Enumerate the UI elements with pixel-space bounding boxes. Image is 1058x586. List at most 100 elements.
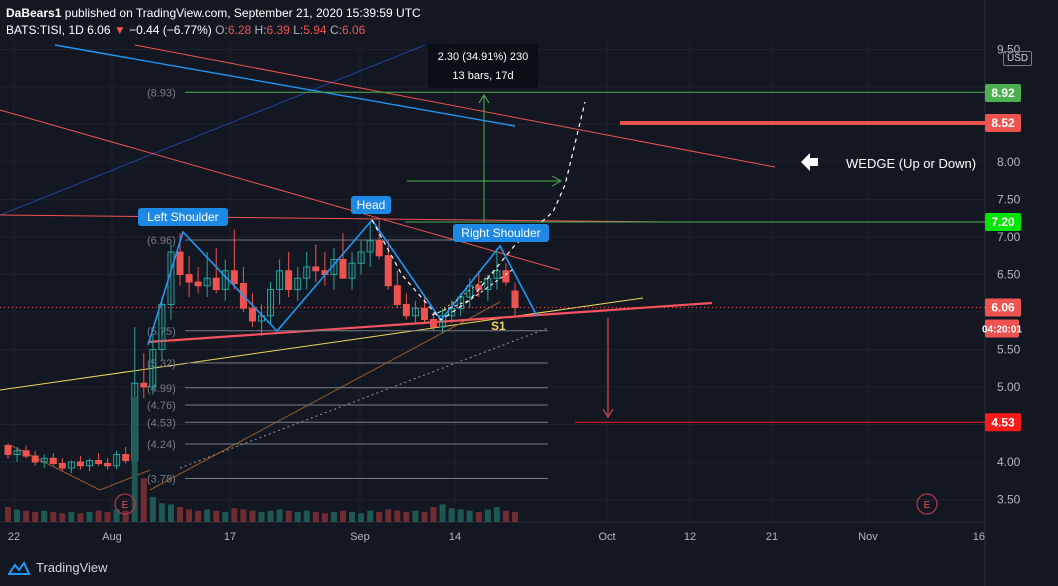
fib-level-label: (8.93) — [147, 87, 176, 99]
candle — [366, 222, 374, 267]
brown-trendline-left2 — [99, 469, 151, 491]
change-down-icon: ▼ — [113, 23, 126, 37]
brown-trendline — [149, 301, 501, 491]
volume-bar — [502, 510, 509, 522]
x-axis-tick-label: Nov — [858, 531, 878, 543]
candle-body — [312, 266, 320, 272]
publisher-line: DaBears1 published on TradingView.com, S… — [6, 6, 421, 20]
fib-level-label: (6.96) — [147, 235, 176, 247]
candle — [248, 293, 256, 327]
volume-bar — [113, 509, 120, 522]
volume-bar — [195, 510, 202, 522]
candle-body — [366, 240, 374, 253]
measure-tooltip-line2: 13 bars, 17d — [452, 70, 513, 82]
candle-body — [303, 266, 311, 279]
volume-bar — [240, 509, 247, 522]
x-axis-tick-label: 12 — [684, 531, 696, 543]
x-axis-tick-label: 22 — [8, 531, 20, 543]
volume-bar — [330, 512, 337, 522]
footer-brand-text: TradingView — [36, 560, 108, 575]
candle-body — [402, 304, 410, 317]
tradingview-logo-icon — [8, 560, 30, 575]
y-axis-tick-label: 7.50 — [997, 193, 1021, 207]
volume-bar — [32, 512, 39, 522]
candle — [22, 445, 30, 459]
volume-bar — [104, 512, 111, 522]
candle-body — [113, 454, 121, 467]
candle — [122, 447, 130, 464]
volume-bar — [367, 510, 374, 522]
volume-bar — [430, 507, 437, 522]
target-arrow-head — [551, 175, 563, 187]
fib-level-label: (4.76) — [147, 400, 176, 412]
volume-bar — [276, 509, 283, 522]
volume-bar — [186, 509, 193, 522]
measure-tooltip-bg — [428, 44, 538, 88]
footer-brand[interactable]: TradingView — [8, 560, 108, 575]
candle — [267, 282, 275, 324]
candle-body — [40, 457, 48, 463]
symbol-name[interactable]: BATS:TISI, 1D — [6, 23, 84, 37]
y-axis-tick-label: 4.00 — [997, 455, 1021, 469]
dotted-trendline — [179, 327, 549, 469]
volume-bar — [349, 512, 356, 522]
publisher-user[interactable]: DaBears1 — [6, 6, 62, 20]
price-label-bg — [985, 298, 1021, 317]
left-shoulder-label: Left Shoulder — [147, 210, 218, 224]
head-label: Head — [357, 198, 386, 212]
volume-bar — [149, 497, 156, 522]
volume-bar — [86, 512, 93, 522]
candle-body — [149, 349, 157, 388]
candle-body — [49, 457, 57, 464]
currency-badge[interactable]: USD — [1003, 51, 1033, 66]
candle — [357, 240, 365, 275]
candle-body — [466, 285, 474, 298]
volume-bar — [222, 512, 229, 522]
earnings-marker-icon — [114, 493, 136, 515]
volume-bar — [167, 504, 174, 522]
candle-body — [76, 461, 84, 467]
candle — [439, 308, 447, 333]
support-neckline — [147, 301, 713, 344]
volume-bar — [122, 510, 129, 522]
candle-body — [411, 307, 419, 317]
candle-body — [439, 315, 447, 328]
candle — [402, 293, 410, 320]
x-axis-tick-label: Sep — [350, 531, 370, 543]
volume-bar — [41, 510, 48, 522]
volume-bar — [475, 512, 482, 522]
left-shoulder-label-bg — [138, 208, 228, 226]
volume-bar — [249, 510, 256, 522]
y-axis-tick-label: 5.50 — [997, 343, 1021, 357]
projected-path-inner — [431, 267, 516, 316]
price-axis-label: 7.20 — [991, 215, 1015, 229]
price-change: −0.44 (−6.77%) — [129, 23, 212, 37]
candle-body — [58, 463, 66, 469]
volume-bar — [95, 510, 102, 522]
fib-level-label: (5.75) — [147, 326, 176, 338]
candle — [104, 458, 112, 470]
candle — [113, 450, 121, 470]
candle-body — [22, 450, 30, 457]
candle-body — [393, 285, 401, 305]
candle-body — [357, 251, 365, 264]
volume-bar — [394, 510, 401, 522]
candle-body — [85, 460, 93, 467]
right-shoulder-label: Right Shoulder — [461, 226, 540, 240]
candle — [230, 229, 238, 290]
candle-body — [4, 445, 12, 455]
volume-bar — [231, 508, 238, 522]
candle-body — [104, 463, 112, 467]
volume-bar — [158, 503, 165, 522]
x-axis-tick-label: 21 — [766, 531, 778, 543]
candle-body — [430, 319, 438, 328]
candle-body — [31, 455, 39, 463]
volume-bar — [376, 512, 383, 522]
candle-body — [230, 270, 238, 284]
y-axis-tick-label: 8.00 — [997, 155, 1021, 169]
fib-level-label: (4.24) — [147, 439, 176, 451]
volume-bar — [457, 509, 464, 522]
y-axis-tick-label: 5.00 — [997, 380, 1021, 394]
price-axis-label: 04:20:01 — [982, 325, 1022, 336]
